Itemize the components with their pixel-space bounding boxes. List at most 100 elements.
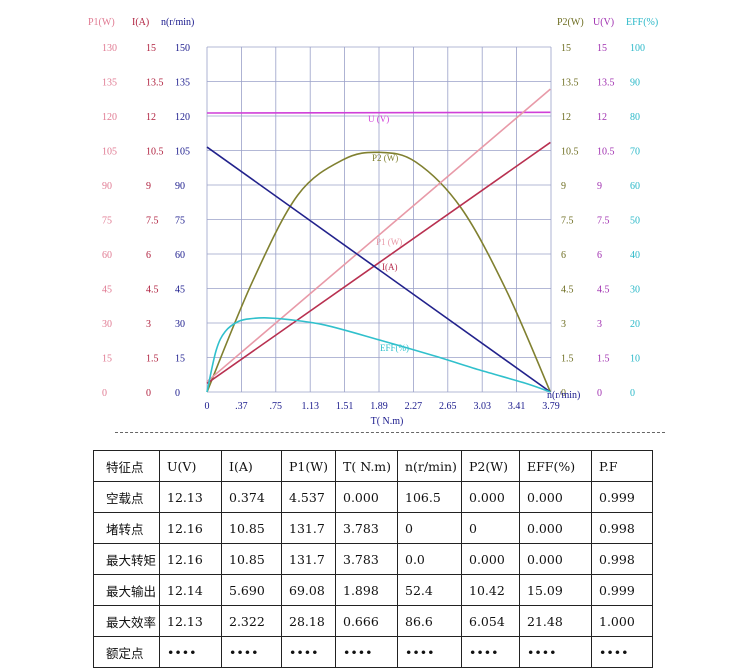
y-tick-label: 60 <box>175 250 185 261</box>
y-tick-label: 6 <box>597 250 602 261</box>
y-tick-label: 30 <box>630 285 640 296</box>
table-cell: 0.666 <box>335 605 398 637</box>
table-cell: 10.85 <box>221 543 282 575</box>
table-cell: 0.000 <box>519 543 592 575</box>
series-line <box>206 151 552 393</box>
table-cell: •••• <box>519 636 592 668</box>
table-cell: 0.000 <box>461 481 520 513</box>
table-cell: 12.13 <box>159 605 222 637</box>
table-cell: 10.85 <box>221 512 282 544</box>
x-tick-label: 2.65 <box>439 401 457 412</box>
y-tick-label: 4.5 <box>146 285 159 296</box>
y-tick-label: 90 <box>102 181 112 192</box>
x-tick-label: 1.13 <box>301 401 319 412</box>
y-tick-label: 12 <box>561 112 571 123</box>
table-cell: 2.322 <box>221 605 282 637</box>
table-cell: 4.537 <box>281 481 336 513</box>
table-header-cell: EFF(%) <box>519 450 592 482</box>
x-axis-label: T( N.m) <box>371 416 404 427</box>
x-tick-label: 1.51 <box>336 401 354 412</box>
y-tick-label: 120 <box>102 112 117 123</box>
x-tick-label: 2.27 <box>405 401 423 412</box>
series-line <box>206 88 551 383</box>
table-cell: 1.898 <box>335 574 398 606</box>
table-cell: •••• <box>221 636 282 668</box>
table-row: 空载点 12.13 0.374 4.537 0.000 106.5 0.000 … <box>93 481 653 513</box>
x-tick-label: .37 <box>235 401 248 412</box>
y-tick-label: 9 <box>597 181 602 192</box>
y-tick-label: 0 <box>561 388 566 399</box>
y-tick-label: 1.5 <box>146 354 159 365</box>
y-tick-label: 12 <box>146 112 156 123</box>
table-cell: 0.000 <box>519 481 592 513</box>
x-tick-label: 0 <box>205 401 210 412</box>
y-tick-label: 45 <box>102 285 112 296</box>
y-tick-label: 100 <box>630 43 645 54</box>
table-header-cell: T( N.m) <box>335 450 398 482</box>
table-header-cell: P.F <box>591 450 653 482</box>
table-cell: 10.42 <box>461 574 520 606</box>
table-cell: 69.08 <box>281 574 336 606</box>
y-tick-label: 30 <box>102 319 112 330</box>
y-tick-label: 75 <box>102 216 112 227</box>
table-row: 堵转点 12.16 10.85 131.7 3.783 0 0 0.000 0.… <box>93 512 653 544</box>
y-tick-label: 10.5 <box>146 147 164 158</box>
y-tick-label: 150 <box>175 43 190 54</box>
y-tick-label: 13.5 <box>597 78 615 89</box>
table-cell: 21.48 <box>519 605 592 637</box>
table-cell: 空载点 <box>93 481 160 513</box>
y-tick-label: 10.5 <box>597 147 615 158</box>
y-tick-label: 130 <box>102 43 117 54</box>
table-cell: 0.999 <box>591 574 653 606</box>
table-cell: 0.998 <box>591 543 653 575</box>
series-line <box>206 111 551 114</box>
y-tick-label: 0 <box>630 388 635 399</box>
axis-title: P1(W) <box>88 17 115 28</box>
y-tick-label: 60 <box>102 250 112 261</box>
y-tick-label: 60 <box>630 181 640 192</box>
y-tick-label: 7.5 <box>146 216 159 227</box>
table-row: 最大输出 12.14 5.690 69.08 1.898 52.4 10.42 … <box>93 574 653 606</box>
y-tick-label: 13.5 <box>146 78 164 89</box>
table-cell: 0 <box>397 512 462 544</box>
y-tick-label: 0 <box>597 388 602 399</box>
table-cell: 12.16 <box>159 543 222 575</box>
y-tick-label: 50 <box>630 216 640 227</box>
table-cell: 0.998 <box>591 512 653 544</box>
y-tick-label: 15 <box>597 43 607 54</box>
table-row: 最大效率 12.13 2.322 28.18 0.666 86.6 6.054 … <box>93 605 653 637</box>
y-tick-label: 0 <box>102 388 107 399</box>
axis-title: n(r/min) <box>161 17 194 28</box>
series-label: EFF(%) <box>380 343 409 353</box>
table-cell: 0 <box>461 512 520 544</box>
y-tick-label: 10.5 <box>561 147 579 158</box>
y-tick-label: 3 <box>561 319 566 330</box>
y-tick-label: 7.5 <box>561 216 574 227</box>
table-cell: 0.999 <box>591 481 653 513</box>
series-label: P2 (W) <box>372 153 398 163</box>
y-tick-label: 4.5 <box>597 285 610 296</box>
y-tick-label: 10 <box>630 354 640 365</box>
table-cell: 6.054 <box>461 605 520 637</box>
table-cell: 0.000 <box>335 481 398 513</box>
table-cell: •••• <box>281 636 336 668</box>
table-header-cell: P2(W) <box>461 450 520 482</box>
axis-title: EFF(%) <box>626 17 658 28</box>
y-tick-label: 120 <box>175 112 190 123</box>
table-cell: 额定点 <box>93 636 160 668</box>
y-tick-label: 80 <box>630 112 640 123</box>
y-tick-label: 15 <box>175 354 185 365</box>
table-cell: 131.7 <box>281 512 336 544</box>
motor-characteristic-chart: P1(W)0153045607590105120135130I(A)01.534… <box>88 17 658 427</box>
y-tick-label: 15 <box>146 43 156 54</box>
table-header-cell: I(A) <box>221 450 282 482</box>
y-tick-label: 9 <box>146 181 151 192</box>
table-header-row: 特征点 U(V) I(A) P1(W) T( N.m) n(r/min) P2(… <box>93 450 653 482</box>
y-tick-label: 105 <box>175 147 190 158</box>
table-cell: 12.13 <box>159 481 222 513</box>
axis-title: P2(W) <box>557 17 584 28</box>
table-header-cell: U(V) <box>159 450 222 482</box>
table-cell: •••• <box>159 636 222 668</box>
table-cell: 堵转点 <box>93 512 160 544</box>
series-line <box>206 146 551 393</box>
